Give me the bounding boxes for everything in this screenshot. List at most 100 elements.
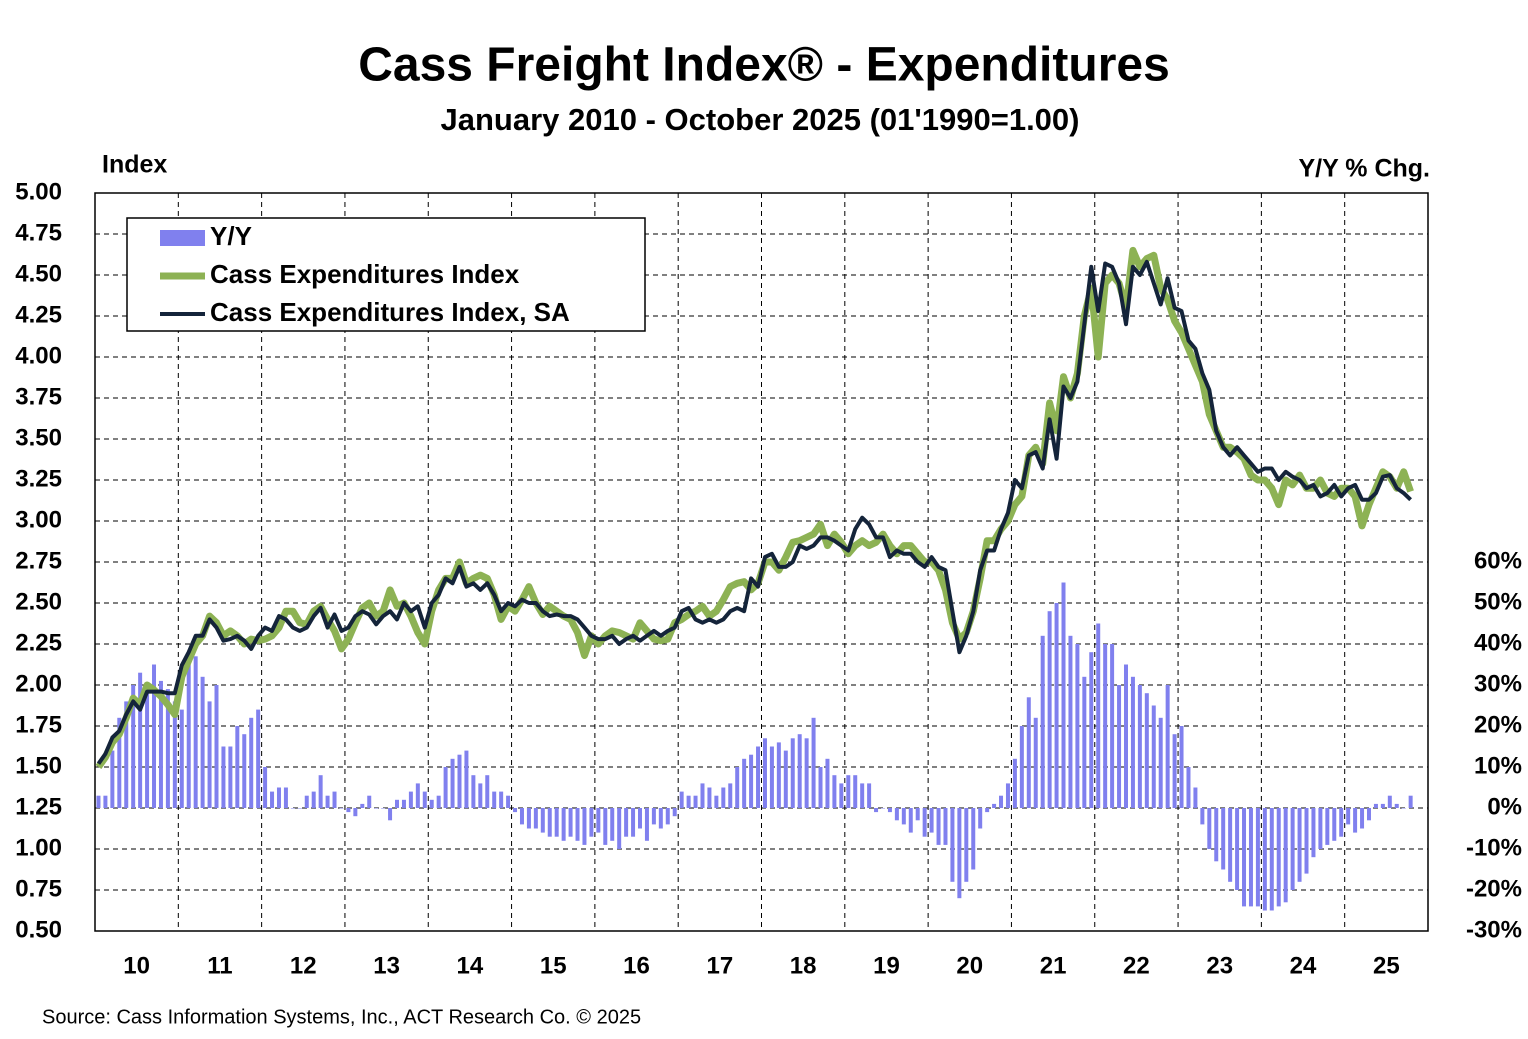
bar (735, 767, 740, 808)
bar (603, 808, 608, 845)
legend-label: Y/Y (210, 221, 252, 251)
bar (547, 808, 552, 837)
bar (429, 799, 434, 808)
bar (568, 808, 573, 837)
bar (1096, 623, 1101, 808)
bar (693, 795, 698, 808)
bar (1262, 808, 1267, 911)
bar (776, 742, 781, 808)
bar (117, 717, 122, 808)
x-tick-label: 16 (623, 952, 650, 979)
bar (853, 775, 858, 808)
y-tick-label: 4.75 (15, 219, 62, 246)
bar (422, 791, 427, 808)
bar (408, 791, 413, 808)
bar (1172, 734, 1177, 808)
bar (1325, 808, 1330, 845)
x-tick-label: 23 (1206, 952, 1233, 979)
bar (1012, 758, 1017, 808)
y-tick-label: 3.25 (15, 465, 62, 492)
bar (839, 783, 844, 808)
bar (450, 758, 455, 808)
bar (290, 808, 295, 809)
y2-tick-label: 60% (1474, 547, 1522, 574)
y2-tick-label: -30% (1466, 916, 1522, 943)
bar (131, 685, 136, 808)
bar (651, 808, 656, 825)
bar (707, 787, 712, 808)
bar (1255, 808, 1260, 907)
bar (790, 738, 795, 808)
bar (381, 808, 386, 809)
bar (936, 808, 941, 845)
bar (242, 734, 247, 808)
bar (825, 758, 830, 808)
bar (769, 746, 774, 808)
bar (908, 808, 913, 833)
bar (152, 664, 157, 808)
bar (283, 787, 288, 808)
x-tick-label: 10 (123, 952, 150, 979)
bar (867, 783, 872, 808)
bar (554, 808, 559, 837)
bar (1221, 808, 1226, 870)
bar (526, 808, 531, 829)
bar (249, 717, 254, 808)
bar (1026, 697, 1031, 808)
x-tick-label: 11 (207, 952, 232, 979)
y-tick-label: 1.00 (15, 834, 62, 861)
bar (1144, 693, 1149, 808)
bar (1117, 685, 1122, 808)
bar (263, 767, 268, 808)
bar (471, 775, 476, 808)
x-tick-label: 19 (873, 952, 900, 979)
bar (158, 680, 163, 808)
bar (172, 701, 177, 808)
bar (311, 791, 316, 808)
bar (1394, 803, 1399, 808)
bar (589, 808, 594, 837)
bar (901, 808, 906, 825)
bar (276, 787, 281, 808)
bar (318, 775, 323, 808)
x-tick-label: 25 (1373, 952, 1400, 979)
bar (1068, 635, 1073, 808)
bar (464, 750, 469, 808)
bar (880, 808, 885, 809)
bar (561, 808, 566, 841)
bar (700, 783, 705, 808)
bar (110, 750, 115, 808)
y2-tick-label: 40% (1474, 629, 1522, 656)
bar (1360, 808, 1365, 829)
x-tick-label: 14 (457, 952, 484, 979)
bar (1318, 808, 1323, 849)
bar (985, 808, 990, 813)
legend-label: Cass Expenditures Index (210, 259, 520, 289)
bar (1151, 705, 1156, 808)
bar (214, 685, 219, 808)
y-tick-label: 1.75 (15, 711, 62, 738)
bar (1193, 787, 1198, 808)
bar (860, 783, 865, 808)
bar (1200, 808, 1205, 825)
bar (388, 808, 393, 821)
bar (1054, 603, 1059, 808)
y-tick-label: 0.50 (15, 916, 62, 943)
bar (1158, 717, 1163, 808)
bar (1304, 808, 1309, 874)
chart-title: Cass Freight Index® - Expenditures (358, 39, 1170, 92)
x-tick-label: 20 (956, 952, 983, 979)
bar (617, 808, 622, 849)
y2-tick-label: 30% (1474, 670, 1522, 697)
bar (679, 791, 684, 808)
bar (978, 808, 983, 829)
bar (1339, 808, 1344, 837)
bar (1290, 808, 1295, 890)
bar (1207, 808, 1212, 849)
bar (575, 808, 580, 841)
bar (624, 808, 629, 837)
bar (1186, 767, 1191, 808)
bar (582, 808, 587, 845)
bar (874, 808, 879, 813)
y-tick-label: 3.00 (15, 506, 62, 533)
